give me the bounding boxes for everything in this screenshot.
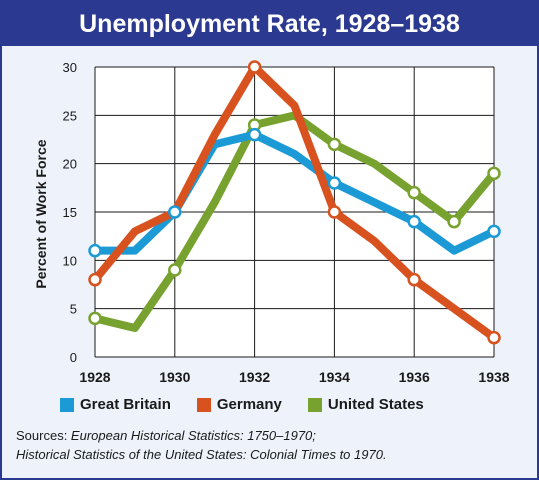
data-point-united-states: [327, 137, 342, 152]
series-line-great-britain: [91, 130, 498, 255]
sources-title-1: European Historical Statistics: 1750–197…: [70, 428, 316, 443]
data-point-germany: [487, 330, 501, 345]
y-tick-label: 20: [63, 157, 77, 172]
data-point-germany: [407, 272, 421, 287]
sources-prefix: Sources:: [16, 428, 71, 443]
data-point-great-britain: [407, 214, 421, 229]
data-point-germany: [327, 205, 342, 219]
data-point-united-states: [168, 263, 182, 277]
legend-label: United States: [327, 396, 424, 413]
legend-label: Great Britain: [80, 396, 171, 413]
data-point-united-states: [407, 185, 421, 200]
data-point-great-britain: [327, 176, 342, 190]
legend-item-germany: Germany: [196, 396, 282, 413]
series-line-germany: [91, 63, 498, 342]
chart-title: Unemployment Rate, 1928–1938: [2, 2, 537, 46]
sources-note: Sources: European Historical Statistics:…: [16, 426, 526, 464]
legend-label: Germany: [216, 396, 282, 413]
data-point-germany: [247, 60, 262, 74]
legend-item-great-britain: Great Britain: [60, 396, 171, 413]
y-tick-label: 25: [63, 108, 77, 123]
y-axis-label: Percent of Work Force: [33, 139, 49, 288]
data-point-great-britain: [247, 127, 262, 142]
y-tick-label: 30: [63, 60, 77, 75]
y-tick-label: 5: [70, 302, 77, 317]
x-tick-label: 1934: [319, 369, 350, 385]
x-tick-label: 1938: [478, 369, 509, 385]
data-point-great-britain: [487, 224, 501, 239]
series-lines: [91, 63, 498, 342]
data-point-great-britain: [88, 243, 102, 258]
legend-item-united-states: United States: [307, 396, 424, 413]
x-tick-labels: 1928 1930 1932 1934 1936 1938: [79, 369, 509, 385]
sources-title-2: Historical Statistics of the United Stat…: [16, 447, 387, 462]
data-point-united-states: [88, 311, 102, 326]
legend-swatch: [307, 397, 322, 412]
y-tick-label: 15: [63, 205, 77, 220]
data-point-germany: [88, 272, 102, 287]
x-tick-label: 1928: [79, 369, 110, 385]
x-tick-label: 1930: [159, 369, 190, 385]
data-point-united-states: [447, 214, 461, 229]
legend: Great Britain Germany United States: [60, 396, 450, 413]
data-point-united-states: [487, 166, 501, 181]
x-tick-label: 1932: [239, 369, 270, 385]
data-point-great-britain: [168, 205, 182, 219]
x-tick-label: 1936: [399, 369, 430, 385]
legend-swatch: [196, 397, 211, 412]
y-tick-labels: 0 5 10 15 20 25 30: [63, 60, 77, 365]
y-tick-label: 10: [63, 253, 77, 268]
series-markers: [88, 60, 501, 345]
legend-swatch: [60, 397, 74, 412]
y-tick-label: 0: [70, 350, 77, 365]
